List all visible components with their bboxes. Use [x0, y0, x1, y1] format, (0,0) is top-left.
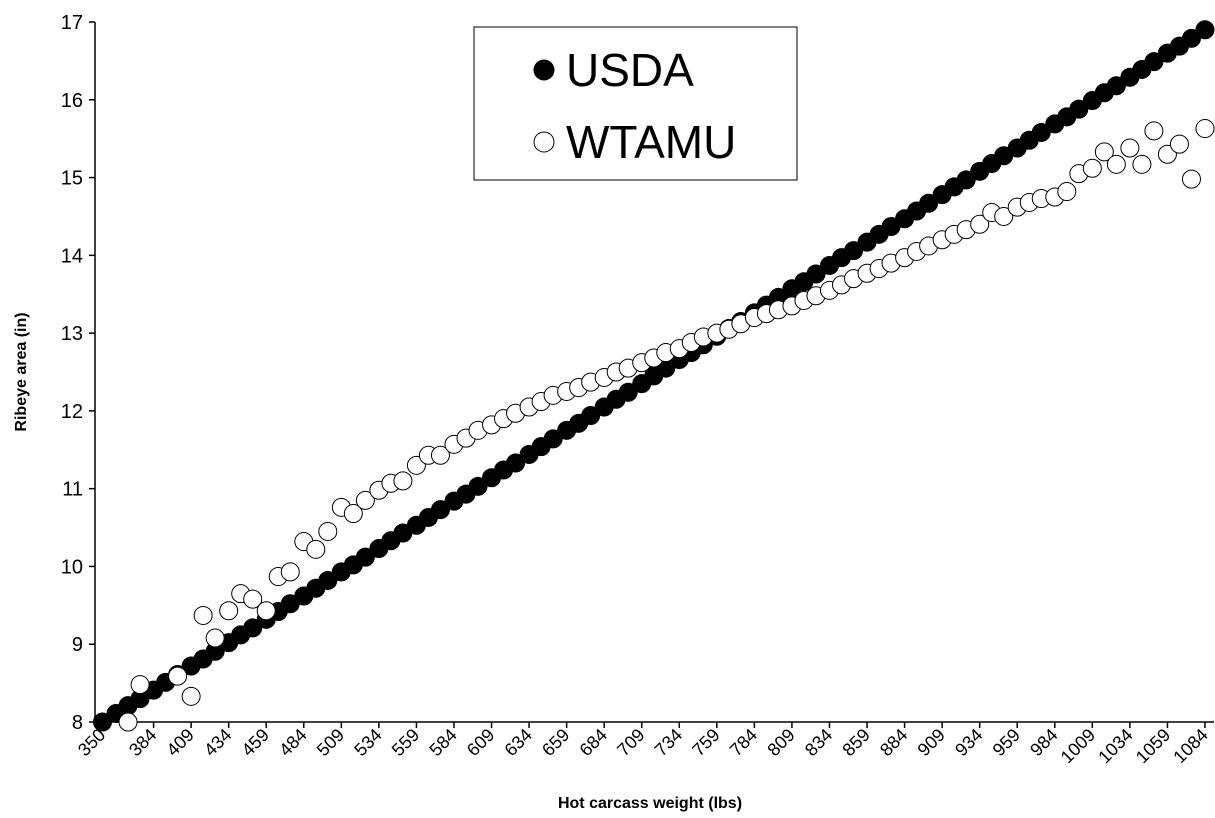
y-tick-label: 8	[72, 712, 83, 734]
x-tick-label: 659	[538, 725, 573, 760]
point	[1083, 159, 1101, 177]
y-tick-label: 17	[61, 12, 83, 34]
x-tick-label: 1059	[1132, 725, 1174, 767]
y-tick-label: 14	[61, 245, 83, 267]
x-tick-label: 484	[275, 725, 310, 760]
x-tick-label: 959	[989, 725, 1024, 760]
point	[394, 472, 412, 490]
point	[119, 713, 137, 731]
point	[1058, 183, 1076, 201]
x-tick-label: 1009	[1057, 725, 1099, 767]
y-tick-label: 9	[72, 634, 83, 656]
x-tick-label: 984	[1026, 725, 1061, 760]
x-tick-label: 684	[576, 725, 611, 760]
point	[1121, 139, 1139, 157]
point	[182, 687, 200, 705]
x-tick-label: 859	[838, 725, 873, 760]
point	[257, 602, 275, 620]
x-tick-label: 634	[501, 725, 536, 760]
y-axis-label: Ribeye area (in)	[13, 312, 30, 431]
point	[1196, 21, 1214, 39]
y-tick-label: 16	[61, 90, 83, 112]
y-tick-label: 13	[61, 323, 83, 345]
x-tick-label: 609	[463, 725, 498, 760]
point	[131, 676, 149, 694]
x-tick-label: 1034	[1094, 725, 1136, 767]
x-tick-label: 1084	[1169, 725, 1211, 767]
point	[1145, 122, 1163, 140]
x-tick-label: 834	[801, 725, 836, 760]
point	[1196, 120, 1214, 138]
point	[281, 563, 299, 581]
x-tick-label: 934	[951, 725, 986, 760]
x-tick-label: 784	[726, 725, 761, 760]
x-tick-label: 734	[651, 725, 686, 760]
x-tick-label: 759	[688, 725, 723, 760]
x-tick-label: 534	[350, 725, 385, 760]
point	[206, 629, 224, 647]
y-tick-label: 11	[62, 479, 83, 501]
y-tick-label: 10	[61, 556, 83, 578]
x-tick-label: 559	[388, 725, 423, 760]
point	[169, 667, 187, 685]
x-tick-label: 584	[425, 725, 460, 760]
x-tick-label: 434	[200, 725, 235, 760]
x-tick-label: 709	[613, 725, 648, 760]
x-axis-label: Hot carcass weight (lbs)	[558, 795, 742, 812]
legend-label: WTAMU	[566, 116, 736, 168]
point	[194, 606, 212, 624]
legend-marker	[534, 132, 554, 152]
legend-label: USDA	[566, 44, 694, 96]
point	[319, 522, 337, 540]
y-tick-label: 12	[61, 401, 83, 423]
x-tick-label: 809	[763, 725, 798, 760]
legend-marker	[534, 60, 554, 80]
x-tick-label: 509	[313, 725, 348, 760]
y-tick-label: 15	[61, 168, 83, 190]
point	[1133, 155, 1151, 173]
x-tick-label: 459	[238, 725, 273, 760]
x-tick-label: 909	[914, 725, 949, 760]
x-tick-label: 409	[163, 725, 198, 760]
point	[1170, 135, 1188, 153]
point	[1107, 155, 1125, 173]
x-tick-label: 884	[876, 725, 911, 760]
point	[307, 540, 325, 558]
point	[220, 602, 238, 620]
point	[1182, 170, 1200, 188]
